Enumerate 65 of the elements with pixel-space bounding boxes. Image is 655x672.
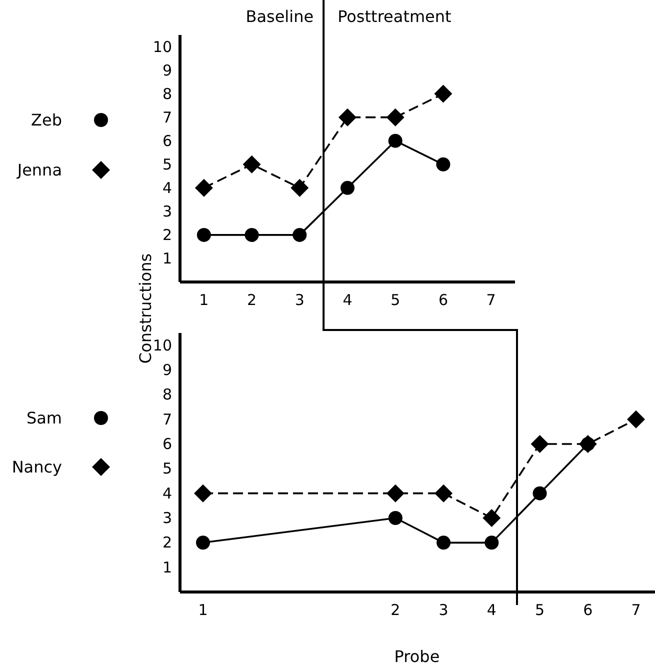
point [340, 180, 354, 195]
y-tick-label: 6 [162, 132, 172, 150]
y-tick-label: 9 [162, 361, 172, 379]
point [434, 84, 452, 103]
point [292, 228, 307, 242]
point [627, 410, 645, 428]
y-tick-label: 2 [162, 226, 172, 244]
y-tick-label: 5 [162, 460, 172, 478]
point [434, 484, 453, 502]
x-tick-label: 6 [438, 291, 448, 309]
y-tick-label: 6 [162, 435, 172, 453]
x-tick-label: 3 [294, 291, 304, 309]
x-tick-label: 2 [247, 291, 257, 309]
point [436, 536, 451, 550]
y-tick-label: 4 [162, 484, 172, 502]
x-tick-label: 2 [390, 601, 400, 619]
point [338, 108, 356, 126]
y-tick-label: 3 [162, 509, 172, 527]
x-tick-label: 7 [631, 601, 641, 619]
point [196, 536, 210, 550]
y-tick-label: 1 [162, 558, 172, 576]
x-tick-label: 1 [198, 601, 208, 619]
point [530, 435, 549, 453]
point [290, 178, 309, 197]
point [194, 484, 212, 502]
y-tick-label: 10 [152, 336, 172, 354]
legend-label: Sam [26, 408, 62, 428]
y-tick-label: 7 [162, 108, 172, 126]
legend-label: Zeb [31, 110, 62, 130]
x-tick-label: 4 [486, 601, 496, 619]
y-tick-label: 5 [162, 155, 172, 174]
point [436, 157, 450, 172]
y-tick-label: 3 [162, 202, 172, 220]
y-tick-label: 10 [152, 38, 172, 56]
text: Baseline [246, 7, 314, 26]
x-tick-label: 1 [199, 291, 209, 309]
x-tick-label: 6 [583, 601, 593, 619]
x-tick-label: 5 [390, 291, 400, 309]
y-tick-label: 2 [162, 534, 172, 552]
x-tick-label: 7 [486, 291, 496, 309]
legend-label: Jenna [16, 160, 62, 180]
point [482, 509, 501, 527]
point [386, 484, 404, 502]
x-axis-title: Probe [394, 647, 440, 666]
point [388, 511, 402, 525]
point [484, 536, 499, 550]
y-tick-label: 8 [162, 386, 172, 404]
point [388, 134, 402, 148]
legend-label: Nancy [12, 458, 62, 476]
y-tick-label: 7 [162, 410, 172, 428]
y-tick-label: 4 [162, 178, 172, 197]
y-axis-title: Constructions [136, 253, 155, 364]
point [194, 178, 213, 197]
point [244, 228, 259, 242]
point [196, 228, 211, 242]
text: Posttreatment [338, 7, 452, 26]
x-tick-label: 5 [535, 601, 545, 619]
y-tick-label: 9 [162, 61, 172, 80]
y-tick-label: 1 [162, 249, 172, 268]
x-tick-label: 3 [438, 601, 448, 619]
point [532, 486, 547, 500]
point [386, 108, 404, 126]
point [242, 155, 261, 174]
x-tick-label: 4 [342, 291, 352, 309]
y-tick-label: 8 [162, 84, 172, 103]
